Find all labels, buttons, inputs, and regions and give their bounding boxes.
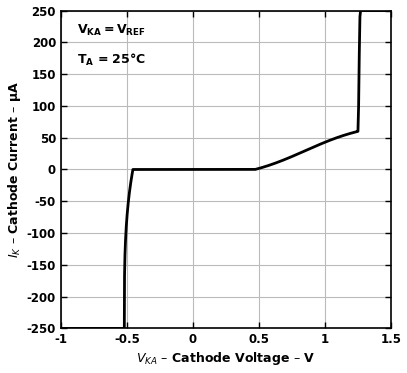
Y-axis label: $I_K$ – Cathode Current – μA: $I_K$ – Cathode Current – μA — [6, 81, 22, 258]
Text: $\mathbf{V_{KA} = V_{REF}}$: $\mathbf{V_{KA} = V_{REF}}$ — [77, 23, 146, 38]
Text: $\mathbf{T_A}$ = 25°C: $\mathbf{T_A}$ = 25°C — [77, 52, 147, 68]
X-axis label: $V_{KA}$ – Cathode Voltage – V: $V_{KA}$ – Cathode Voltage – V — [136, 351, 316, 367]
